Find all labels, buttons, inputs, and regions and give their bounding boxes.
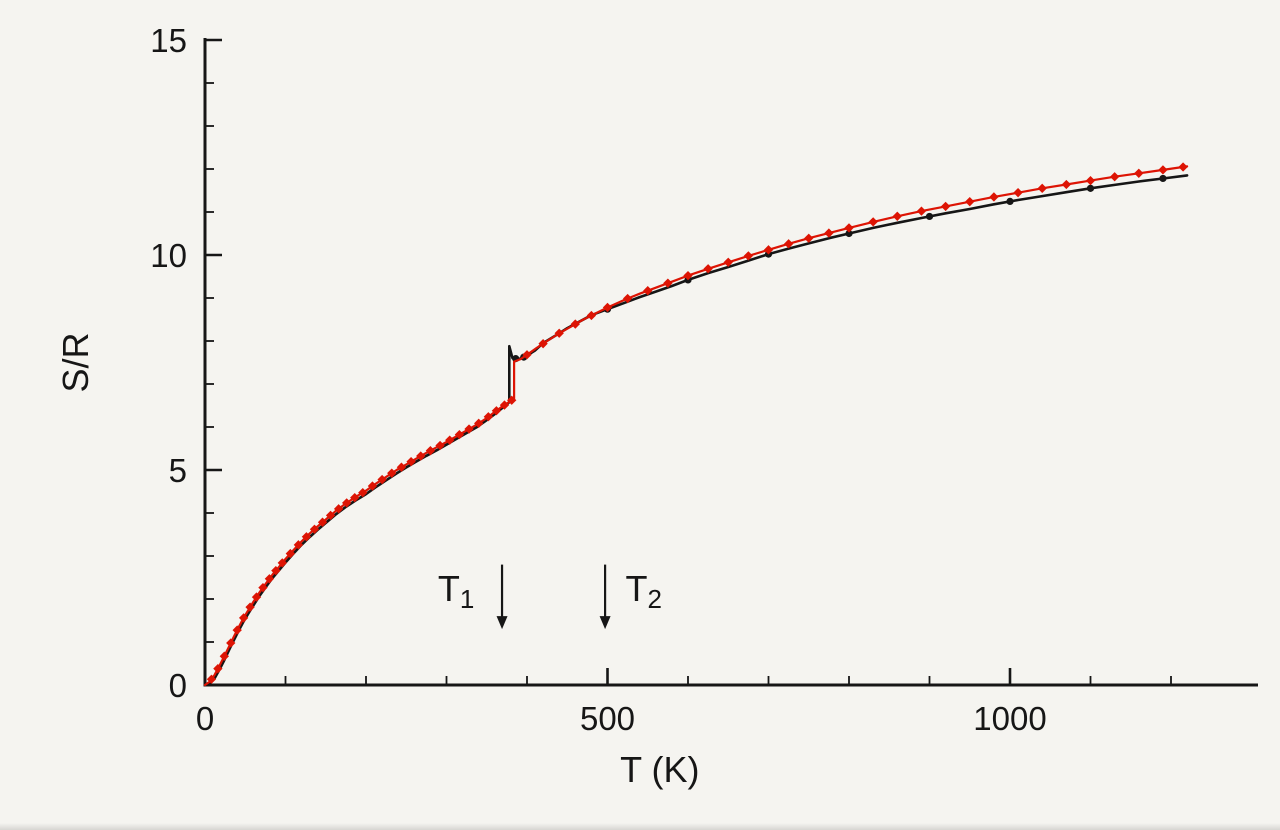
black-curve-path xyxy=(203,174,1189,687)
y-axis-title: S/R xyxy=(55,332,96,392)
red-curve-marker xyxy=(245,602,255,612)
red-curve-marker xyxy=(367,481,378,491)
red-curve-marker xyxy=(783,239,794,249)
x-tick-label: 0 xyxy=(196,700,214,737)
red-curve-marker xyxy=(1085,175,1096,186)
red-curve-marker xyxy=(1158,165,1168,175)
red-curve-marker xyxy=(454,429,465,440)
y-tick-label: 15 xyxy=(150,22,187,59)
transition-label-subscript-2: 2 xyxy=(647,584,661,614)
tick-labels: 0 500 1000 0 5 10 15 T (K) S/R xyxy=(55,22,1047,790)
red-curve-marker xyxy=(1013,187,1023,198)
red-curve-marker xyxy=(377,474,387,485)
red-curve-marker xyxy=(804,233,814,243)
red-curve-marker xyxy=(317,517,328,527)
x-tick-label: 1000 xyxy=(973,700,1046,737)
red-curve-marker xyxy=(213,663,223,674)
transition-label-subscript-1: 1 xyxy=(460,584,474,614)
transition-label-1: T1 xyxy=(438,568,474,614)
photo-edge-shadow xyxy=(0,823,1280,830)
red-curve-marker xyxy=(464,424,474,434)
red-curve-marker xyxy=(206,674,217,684)
red-curve-marker xyxy=(238,613,249,623)
transition-arrowhead-1 xyxy=(496,616,508,630)
red-curve-marker xyxy=(844,223,854,233)
red-curve-marker xyxy=(333,504,344,514)
y-tick-label: 0 xyxy=(169,667,187,704)
series-red-curve xyxy=(203,162,1189,687)
red-curve-marker xyxy=(743,251,754,261)
red-curve-marker xyxy=(643,286,653,296)
red-curve-marker xyxy=(1178,162,1188,172)
red-curve-marker xyxy=(868,217,878,227)
red-curve-marker xyxy=(396,462,407,472)
red-curve-marker xyxy=(350,492,360,503)
red-curve-marker xyxy=(602,302,613,313)
red-curve-marker xyxy=(499,400,510,410)
black-curve-marker xyxy=(1086,184,1095,192)
red-curve-marker xyxy=(293,540,304,550)
red-curve-marker xyxy=(586,310,597,321)
axes xyxy=(203,38,1258,687)
red-curve-marker xyxy=(1109,172,1120,182)
red-curve-marker xyxy=(387,468,397,478)
red-curve-marker xyxy=(425,445,436,456)
red-curve-marker xyxy=(1061,179,1072,190)
red-curve-marker xyxy=(483,412,494,422)
series-black-curve xyxy=(203,174,1189,687)
red-curve-marker xyxy=(358,487,368,498)
red-curve-marker xyxy=(491,406,502,416)
black-curve-marker xyxy=(925,212,934,221)
x-tick-label: 500 xyxy=(580,700,635,737)
annotations: T1 T2 xyxy=(438,564,662,630)
red-curve-marker xyxy=(219,651,229,661)
red-curve-marker xyxy=(474,418,484,429)
black-curve-marker xyxy=(845,229,853,238)
red-curve-marker xyxy=(445,435,455,445)
red-curve-marker xyxy=(406,456,416,467)
red-curve-marker xyxy=(940,201,951,212)
red-curve-marker xyxy=(824,228,834,238)
red-curve-marker xyxy=(892,211,902,221)
red-curve-marker xyxy=(723,257,733,267)
red-curve-marker xyxy=(342,498,352,508)
black-curve-marker xyxy=(1159,174,1167,183)
red-curve-marker xyxy=(1037,183,1047,194)
transition-label-2: T2 xyxy=(625,568,661,614)
red-curve-marker xyxy=(435,440,445,451)
red-curve-marker xyxy=(301,532,312,542)
red-curve-marker xyxy=(416,451,426,461)
red-curve-marker xyxy=(763,245,774,255)
red-curve-marker xyxy=(538,338,548,349)
black-curve-marker xyxy=(1006,197,1014,205)
red-curve-marker xyxy=(1134,168,1144,178)
red-curve-path xyxy=(203,165,1189,687)
red-curve-marker xyxy=(916,206,927,216)
y-tick-label: 10 xyxy=(150,237,187,274)
x-axis-title: T (K) xyxy=(620,749,699,790)
red-curve-marker xyxy=(965,197,975,207)
red-curve-marker xyxy=(989,192,999,202)
transition-arrowhead-2 xyxy=(599,616,611,630)
red-curve-marker xyxy=(507,395,517,405)
y-tick-label: 5 xyxy=(169,452,187,489)
red-curve-marker xyxy=(232,625,242,635)
